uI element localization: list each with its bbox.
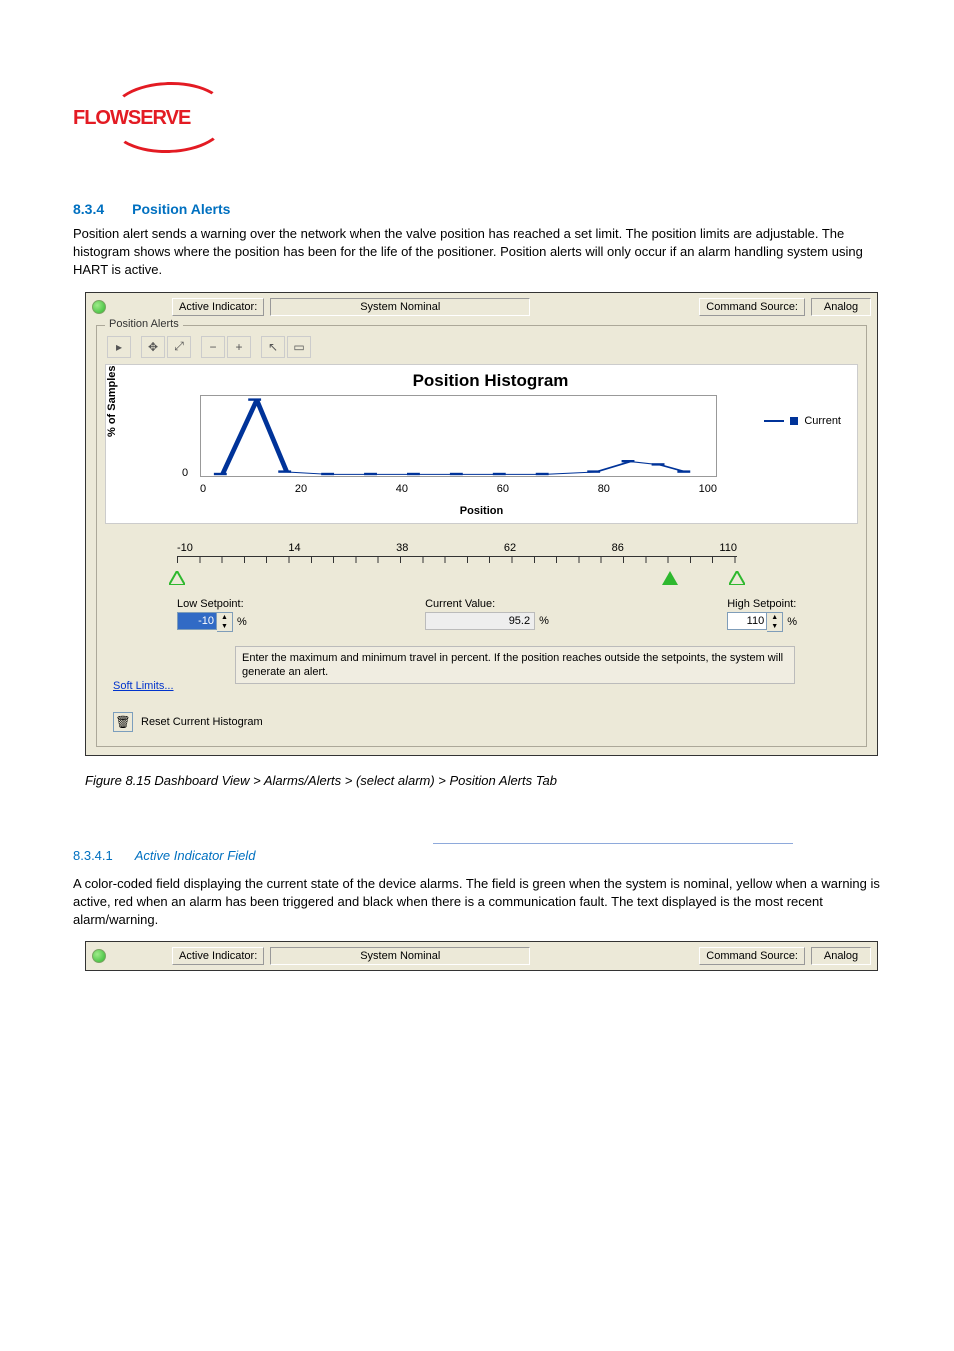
chart-plot-area [200,395,717,477]
active-indicator-label-2: Active Indicator: [172,947,264,965]
logo-area: FLOWSERVE [0,0,954,145]
low-setpoint-label: Low Setpoint: [177,598,247,610]
high-setpoint-marker[interactable] [729,571,745,588]
flowserve-logo: FLOWSERVE [73,90,208,145]
ruler-tick-label: 110 [719,542,737,554]
position-alerts-screenshot: Active Indicator: System Nominal Command… [85,292,878,757]
status-bar: Active Indicator: System Nominal Command… [86,293,877,321]
high-setpoint-spinner[interactable]: ▲▼ [727,612,783,632]
current-value-block: Current Value: 95.2 % [425,598,549,632]
pct-label: % [237,616,247,628]
select-rect-icon[interactable]: ▭ [287,336,311,358]
chart-x-ticks: 0 20 40 60 80 100 [200,483,717,495]
status-dot-icon [92,949,106,963]
active-indicator-value-2: System Nominal [270,947,530,965]
pct-label: % [787,616,797,628]
x-tick: 20 [295,483,307,495]
logo-text: FLOWSERVE [73,107,190,130]
ruler-tick-label: -10 [177,542,193,554]
ruler-tick-label: 38 [396,542,408,554]
subsection-paragraph: A color-coded field displaying the curre… [73,875,881,930]
low-setpoint-input[interactable] [177,612,217,630]
chart-y-label: % of Samples [106,365,118,437]
x-tick: 0 [200,483,206,495]
active-indicator-value: System Nominal [270,298,530,316]
pan-icon[interactable]: ✥ [141,336,165,358]
high-setpoint-label: High Setpoint: [727,598,797,610]
reset-histogram-label: Reset Current Histogram [141,716,263,728]
x-tick: 80 [598,483,610,495]
ruler-tick-label: 14 [288,542,300,554]
zoom-in-icon[interactable]: + [227,336,251,358]
chart-series-line [201,396,716,476]
ruler-labels: -10 14 38 62 86 110 [177,542,737,554]
setpoint-ruler: -10 14 38 62 86 110 [177,542,737,574]
section-number: 8.3.4 [73,201,104,217]
trash-icon[interactable]: 🗑 [113,712,133,732]
section-heading: 8.3.4 Position Alerts [73,201,881,217]
high-setpoint-block: High Setpoint: ▲▼ % [727,598,797,632]
ruler-bar [177,556,737,574]
status-bar-2: Active Indicator: System Nominal Command… [86,942,877,970]
chart-legend: Current [764,415,841,427]
subsection-rule [433,843,793,866]
command-source-value: Analog [811,298,871,316]
high-setpoint-spin-buttons[interactable]: ▲▼ [767,612,783,632]
position-alerts-groupbox: Position Alerts ▸ ✥ ⤢ − + ↖ ▭ Position H… [96,325,867,748]
play-icon[interactable]: ▸ [107,336,131,358]
zoom-out-icon[interactable]: − [201,336,225,358]
status-dot-icon [92,300,106,314]
legend-line-icon [764,420,784,422]
chart-x-label: Position [106,505,857,517]
low-setpoint-spinner[interactable]: ▲▼ [177,612,233,632]
active-indicator-screenshot: Active Indicator: System Nominal Command… [85,941,878,971]
active-indicator-label: Active Indicator: [172,298,264,316]
x-tick: 40 [396,483,408,495]
groupbox-label: Position Alerts [105,318,183,330]
x-tick: 60 [497,483,509,495]
pct-label: % [539,615,549,627]
cursor-icon[interactable]: ↖ [261,336,285,358]
soft-limits-link[interactable]: Soft Limits... [113,680,174,692]
high-setpoint-input[interactable] [727,612,767,630]
low-setpoint-marker[interactable] [169,571,185,588]
help-text: Enter the maximum and minimum travel in … [235,646,795,685]
chart-toolbar: ▸ ✥ ⤢ − + ↖ ▭ [105,334,858,360]
setpoints-row: Low Setpoint: ▲▼ % Current Value: 95.2 % [177,598,797,632]
chart-title: Position Histogram [134,371,847,391]
current-value-marker [662,571,678,588]
reset-histogram-row: 🗑 Reset Current Histogram [113,712,263,732]
low-setpoint-block: Low Setpoint: ▲▼ % [177,598,247,632]
current-value-label: Current Value: [425,598,549,610]
command-source-label: Command Source: [699,298,805,316]
position-histogram-chart: Position Histogram % of Samples 0 [105,364,858,524]
section-paragraph: Position alert sends a warning over the … [73,225,881,280]
ruler-tick-label: 86 [612,542,624,554]
zoom-fit-icon[interactable]: ⤢ [167,336,191,358]
current-value-display: 95.2 [425,612,535,630]
subsection-title: Active Indicator Field [135,848,256,863]
section-title: Position Alerts [132,201,230,217]
legend-marker-icon [790,417,798,425]
command-source-value-2: Analog [811,947,871,965]
x-tick: 100 [699,483,717,495]
legend-label: Current [804,415,841,427]
figure-caption: Figure 8.15 Dashboard View > Alarms/Aler… [85,772,881,790]
ruler-tick-label: 62 [504,542,516,554]
command-source-label-2: Command Source: [699,947,805,965]
soft-limits-row: Soft Limits... [113,677,174,692]
chart-y-tick: 0 [182,467,188,479]
subsection-number: 8.3.4.1 [73,848,113,863]
low-setpoint-spin-buttons[interactable]: ▲▼ [217,612,233,632]
